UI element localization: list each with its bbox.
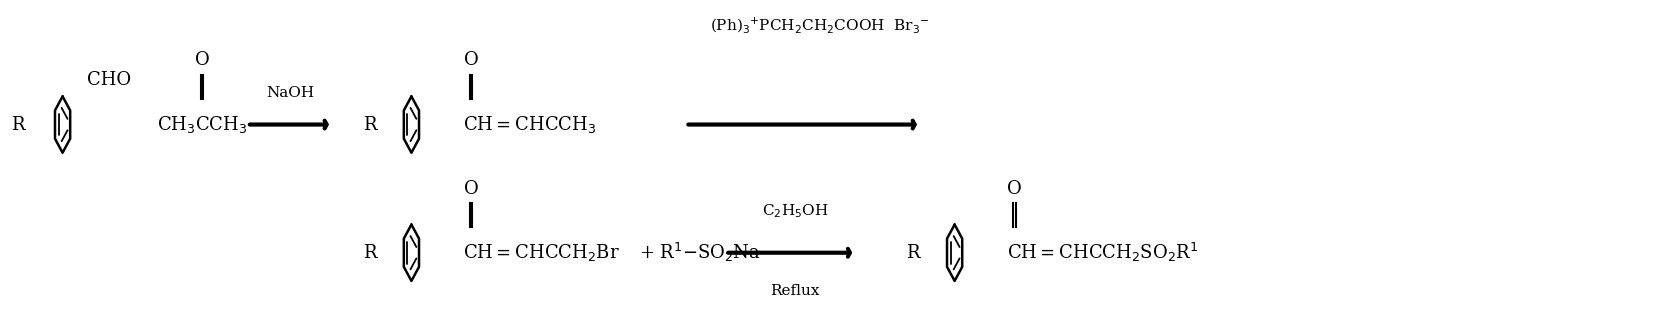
- Text: + R$^1$$-$SO$_2$Na: + R$^1$$-$SO$_2$Na: [639, 241, 760, 264]
- Text: CHO: CHO: [87, 71, 131, 89]
- Text: O: O: [195, 52, 210, 69]
- Text: CH$=$CHCCH$_2$Br: CH$=$CHCCH$_2$Br: [463, 242, 620, 263]
- Text: O: O: [465, 180, 478, 198]
- Text: R: R: [362, 244, 377, 262]
- Text: R: R: [12, 115, 25, 134]
- Text: R: R: [906, 244, 919, 262]
- Text: O: O: [1008, 180, 1021, 198]
- Text: O: O: [465, 52, 478, 69]
- Text: R: R: [362, 115, 377, 134]
- Text: NaOH: NaOH: [265, 85, 314, 99]
- Text: (Ph)$_3$$^{+}$PCH$_2$CH$_2$COOH  Br$_3$$^{-}$: (Ph)$_3$$^{+}$PCH$_2$CH$_2$COOH Br$_3$$^…: [711, 15, 929, 35]
- Text: C$_2$H$_5$OH: C$_2$H$_5$OH: [761, 202, 828, 220]
- Text: CH$_3$CCH$_3$: CH$_3$CCH$_3$: [158, 114, 248, 135]
- Text: CH$=$CHCCH$_3$: CH$=$CHCCH$_3$: [463, 114, 597, 135]
- Text: CH$=$CHCCH$_2$SO$_2$R$^1$: CH$=$CHCCH$_2$SO$_2$R$^1$: [1008, 241, 1199, 264]
- Text: Reflux: Reflux: [770, 284, 820, 298]
